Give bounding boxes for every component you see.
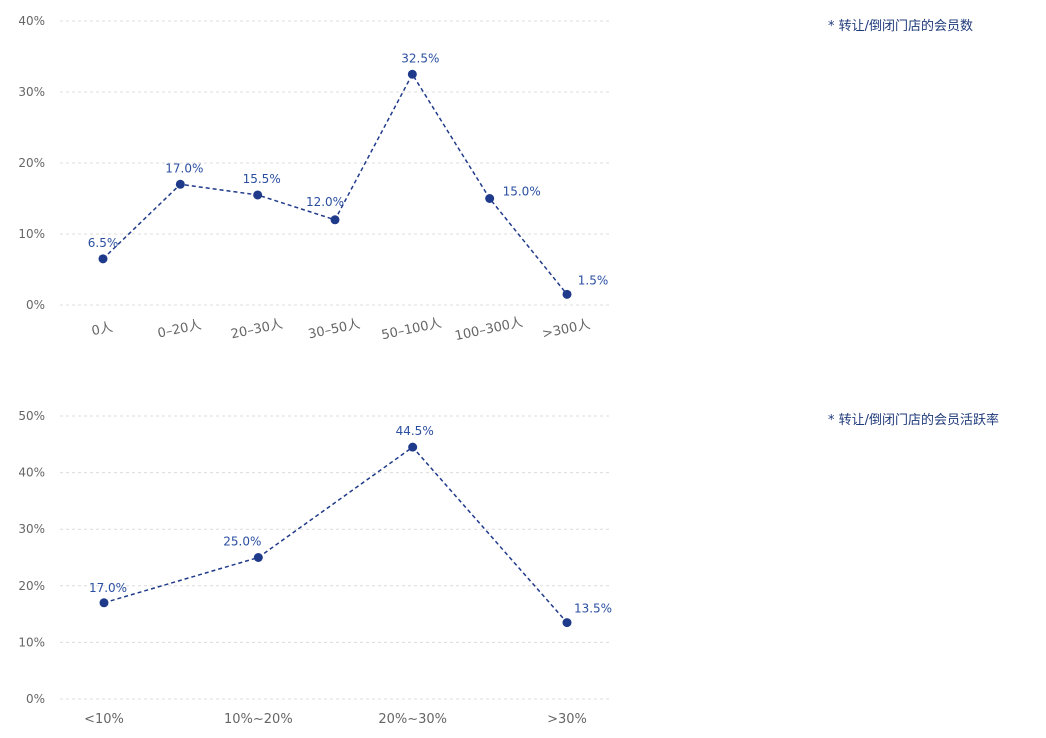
chart2-value-label: 44.5% (396, 424, 434, 438)
chart1-value-label: 32.5% (401, 51, 439, 65)
chart1-data-point[interactable] (330, 215, 340, 225)
chart2-value-label: 25.0% (223, 535, 261, 549)
chart2-ytick-label: 20% (18, 579, 45, 593)
chart2-ytick-label: 50% (18, 409, 45, 423)
chart1-data-point[interactable] (253, 190, 263, 200)
chart1-value-label: 12.0% (306, 195, 344, 209)
chart1-ytick-label: 40% (18, 14, 45, 28)
chart2-category-label: <10% (84, 712, 124, 727)
chart1-category-label: 100–300人 (454, 315, 525, 344)
chart2-data-point[interactable] (253, 553, 263, 562)
chart2-data-point[interactable] (408, 442, 418, 452)
chart2-note: * 转让/倒闭门店的会员活跃率 (828, 413, 1000, 428)
chart2-ytick-label: 0% (26, 692, 45, 706)
chart1-data-point[interactable] (175, 179, 185, 189)
chart2-ytick-label: 40% (18, 466, 45, 480)
chart1-data-point[interactable] (407, 69, 417, 79)
chart1-data-point[interactable] (562, 289, 572, 299)
chart2-value-label: 13.5% (574, 602, 612, 616)
chart2-value-label: 17.0% (89, 581, 127, 595)
chart1-data-point[interactable] (485, 194, 495, 203)
chart1-ytick-label: 20% (18, 156, 45, 170)
chart1-ytick-label: 10% (18, 227, 45, 241)
chart2-category-label: 10%~20% (224, 712, 293, 727)
chart1-data-point[interactable] (98, 254, 108, 264)
chart1-series-line (102, 72, 568, 295)
chart1-category-label: 0人 (90, 320, 114, 339)
chart2-category-label: >30% (547, 712, 587, 727)
chart1-category-label: 50–100人 (380, 316, 443, 343)
chart2-ytick-label: 30% (18, 522, 45, 536)
chart2-category-label: 20%~30% (378, 712, 447, 727)
chart1-ytick-label: 30% (18, 85, 45, 99)
chart1-value-label: 1.5% (578, 273, 609, 287)
chart2-series-line (103, 446, 568, 624)
chart1-value-label: 15.0% (503, 185, 541, 199)
chart1-category-label: 30–50人 (307, 317, 362, 343)
chart1-ytick-label: 0% (26, 298, 45, 312)
chart1-category-label: 20–30人 (230, 317, 285, 343)
chart1-category-label: >300人 (541, 317, 592, 342)
chart2-data-point[interactable] (562, 618, 572, 628)
chart2-data-point[interactable] (99, 598, 109, 608)
chart1-value-label: 15.5% (243, 172, 281, 186)
chart1-value-label: 17.0% (165, 161, 203, 175)
chart1-note: * 转让/倒闭门店的会员数 (828, 19, 974, 34)
chart1-category-label: 0–20人 (156, 318, 202, 342)
chart1-value-label: 6.5% (88, 236, 119, 250)
chart2-ytick-label: 10% (18, 635, 45, 649)
